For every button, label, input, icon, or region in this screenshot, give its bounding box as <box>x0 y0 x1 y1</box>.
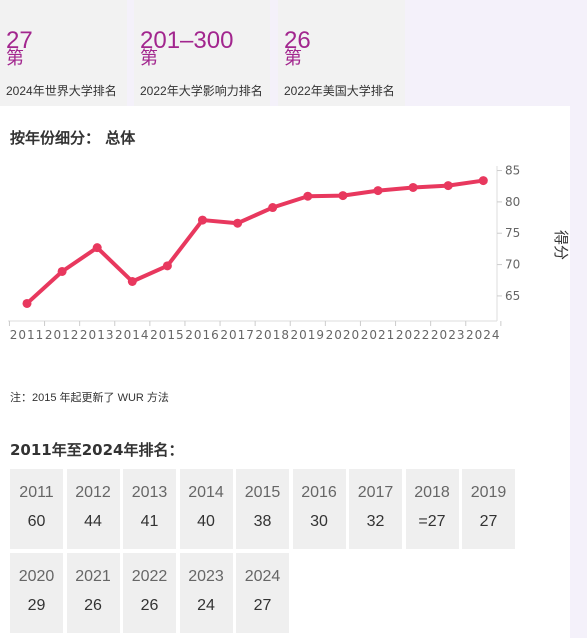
x-tick-label: 2021 <box>361 328 396 342</box>
ranking-value: 24 <box>197 597 215 614</box>
rank-prefix: 第 <box>6 48 24 68</box>
ranking-value: 30 <box>310 513 328 530</box>
ranking-year: 2013 <box>131 484 168 501</box>
rank-card-world[interactable]: 27 第 2024年世界大学排名 <box>0 0 127 106</box>
data-point <box>162 261 172 271</box>
data-point <box>303 191 313 201</box>
ranking-value: 40 <box>197 513 215 530</box>
methodology-note: 注：2015 年起更新了 WUR 方法 <box>10 392 169 404</box>
x-tick-label: 2012 <box>45 328 80 342</box>
ranking-value: 29 <box>27 597 46 614</box>
ranking-year: 2023 <box>188 568 224 585</box>
rank-card-us[interactable]: 26 第 2022年美国大学排名 <box>278 0 405 106</box>
ranking-value: 60 <box>27 513 46 530</box>
ranking-history-title: 2011年至2024年排名： <box>10 441 184 459</box>
ranking-year-cell: 2014 40 <box>179 469 233 549</box>
rank-label: 2024年世界大学排名 <box>6 84 117 98</box>
ranking-year: 2015 <box>244 484 281 501</box>
ranking-value: 38 <box>253 513 272 530</box>
series-line <box>25 178 486 306</box>
ranking-year-cell: 2012 44 <box>66 469 120 549</box>
x-tick-label: 2016 <box>185 328 220 342</box>
rank-label: 2022年大学影响力排名 <box>140 84 263 98</box>
x-tick-label: 2023 <box>431 328 466 342</box>
ranking-year: 2020 <box>18 568 55 585</box>
rank-card-impact[interactable]: 201–300 第 2022年大学影响力排名 <box>134 0 270 106</box>
ranking-value: 26 <box>84 597 102 614</box>
ranking-year-cell: 2017 32 <box>349 469 402 549</box>
data-point <box>92 243 102 253</box>
ranking-value: 41 <box>140 513 159 530</box>
ranking-value: 44 <box>84 513 102 530</box>
ranking-value: 32 <box>366 513 385 530</box>
breakdown-title: 按年份细分： 总体 <box>10 129 136 147</box>
y-tick-label: 75 <box>505 226 520 240</box>
ranking-year: 2016 <box>301 484 337 501</box>
x-tick-label: 2011 <box>10 328 45 342</box>
ranking-value: 27 <box>253 597 272 614</box>
ranking-year-cell: 2018 =27 <box>405 469 459 549</box>
x-tick-label: 2020 <box>326 328 361 342</box>
y-tick-label: 80 <box>505 195 520 209</box>
ranking-year-cell: 2022 26 <box>123 553 176 633</box>
y-axis-label: 得分 <box>552 230 570 260</box>
rank-value: 27 <box>6 27 33 54</box>
ranking-year: 2021 <box>75 568 111 585</box>
data-point <box>22 298 32 308</box>
ranking-value: =27 <box>418 513 446 530</box>
ranking-year-cell: 2015 38 <box>236 469 289 549</box>
ranking-year-cell: 2021 26 <box>66 553 120 633</box>
ranking-year-cell: 2019 27 <box>462 469 515 549</box>
data-point <box>478 176 488 186</box>
ranking-value: 26 <box>140 597 159 614</box>
rank-prefix: 第 <box>140 48 158 68</box>
ranking-value: 27 <box>479 513 498 530</box>
data-point <box>198 215 207 225</box>
x-tick-label: 2017 <box>220 328 255 342</box>
x-tick-label: 2024 <box>466 328 501 342</box>
ranking-year: 2022 <box>131 568 168 585</box>
rank-value: 26 <box>284 27 311 54</box>
data-point <box>338 191 348 201</box>
data-point <box>127 277 137 287</box>
ranking-year-cell: 2024 27 <box>236 553 289 633</box>
data-point <box>268 203 278 213</box>
rank-label: 2022年美国大学排名 <box>284 84 395 98</box>
x-tick-label: 2018 <box>255 328 290 342</box>
x-tick-label: 2019 <box>291 328 326 342</box>
data-point <box>373 186 383 196</box>
main-panel: 按年份细分： 总体 65 70 75 80 85 2011 2012 2013 2014 2015… <box>0 106 570 638</box>
ranking-year: 2012 <box>75 484 111 501</box>
ranking-year-cell: 2011 60 <box>10 469 63 549</box>
y-tick-label: 70 <box>505 258 520 272</box>
y-tick-label: 65 <box>505 289 520 303</box>
ranking-year: 2019 <box>470 484 507 501</box>
ranking-year-cell: 2013 41 <box>123 469 176 549</box>
data-point <box>233 218 243 228</box>
data-point <box>408 182 418 192</box>
ranking-year: 2011 <box>19 484 54 501</box>
x-tick-label: 2015 <box>150 328 185 342</box>
ranking-year: 2017 <box>357 484 394 501</box>
ranking-year-cell: 2020 29 <box>10 553 63 633</box>
ranking-year: 2014 <box>188 484 224 501</box>
rank-summary-strip: 27 第 2024年世界大学排名 201–300 第 2022年大学影响力排名 … <box>0 0 587 106</box>
rank-prefix: 第 <box>284 48 302 68</box>
ranking-year: 2018 <box>414 484 450 501</box>
x-tick-label: 2022 <box>396 328 431 342</box>
x-tick-label: 2014 <box>115 328 150 342</box>
chart-series <box>22 176 488 308</box>
ranking-year-cell: 2023 24 <box>179 553 233 633</box>
data-point <box>443 181 453 191</box>
ranking-year: 2024 <box>244 568 281 585</box>
y-tick-label: 85 <box>505 164 520 178</box>
data-point <box>57 266 67 276</box>
ranking-year-cell: 2016 30 <box>292 469 346 549</box>
rank-value: 201–300 <box>140 27 234 54</box>
x-tick-label: 2013 <box>80 328 115 342</box>
